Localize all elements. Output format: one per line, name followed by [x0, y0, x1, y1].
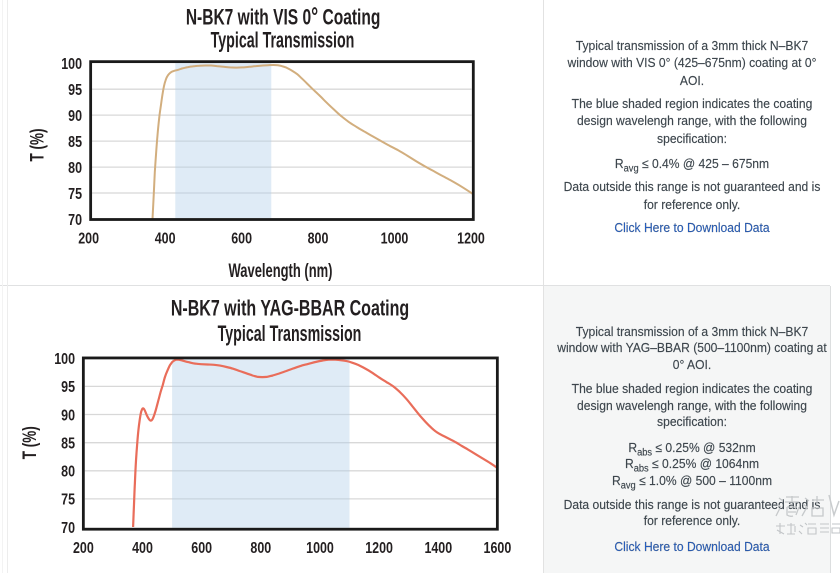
svg-text:600: 600 [191, 539, 212, 557]
svg-text:70: 70 [61, 519, 75, 537]
svg-text:85: 85 [68, 134, 82, 152]
svg-text:800: 800 [250, 539, 271, 557]
svg-text:400: 400 [132, 539, 153, 557]
svg-text:75: 75 [61, 491, 75, 509]
svg-text:T (%): T (%) [20, 426, 41, 459]
svg-text:Wavelength (nm): Wavelength (nm) [229, 261, 333, 282]
svg-text:Typical Transmission: Typical Transmission [211, 27, 355, 52]
svg-text:100: 100 [54, 351, 75, 369]
svg-text:Typical Transmission: Typical Transmission [218, 321, 362, 346]
svg-text:600: 600 [231, 230, 252, 248]
svg-text:1200: 1200 [457, 230, 485, 248]
svg-text:400: 400 [155, 230, 176, 248]
svg-text:80: 80 [61, 463, 75, 481]
svg-text:90: 90 [61, 407, 75, 425]
svg-text:100: 100 [61, 56, 82, 74]
svg-text:1400: 1400 [424, 539, 452, 557]
svg-text:1000: 1000 [306, 539, 334, 557]
svg-text:1000: 1000 [381, 230, 409, 248]
svg-text:1600: 1600 [484, 539, 512, 557]
svg-text:95: 95 [68, 82, 82, 100]
svg-text:70: 70 [68, 211, 82, 229]
svg-text:800: 800 [308, 230, 329, 248]
svg-text:95: 95 [61, 379, 75, 397]
svg-text:80: 80 [68, 160, 82, 178]
svg-text:85: 85 [61, 435, 75, 453]
svg-text:75: 75 [68, 185, 82, 203]
svg-text:200: 200 [78, 230, 99, 248]
svg-text:90: 90 [68, 108, 82, 126]
svg-text:N-BK7 with VIS 0° Coating: N-BK7 with VIS 0° Coating [186, 1, 381, 30]
svg-text:N-BK7 with YAG-BBAR Coating: N-BK7 with YAG-BBAR Coating [171, 297, 409, 321]
svg-text:1200: 1200 [365, 539, 393, 557]
svg-text:T (%): T (%) [27, 129, 48, 162]
svg-text:200: 200 [73, 539, 94, 557]
